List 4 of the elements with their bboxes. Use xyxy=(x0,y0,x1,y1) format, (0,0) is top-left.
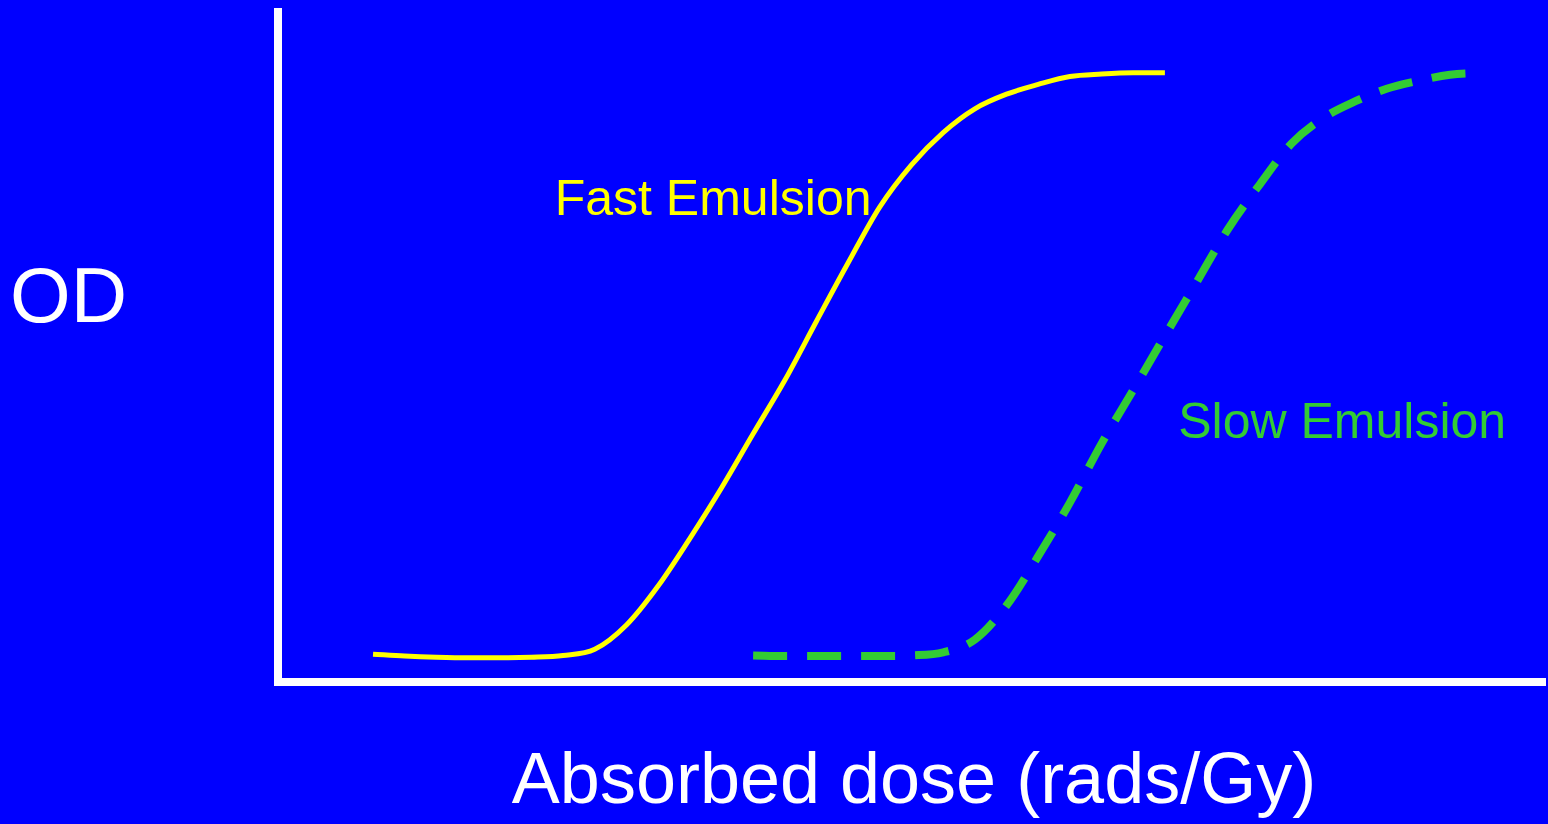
series-label: Slow Emulsion xyxy=(1178,392,1507,449)
series-label: Fast Emulsion xyxy=(554,169,872,226)
y-axis-title: OD xyxy=(10,250,127,340)
x-axis-title: Absorbed dose (rads/Gy) xyxy=(510,737,1318,820)
